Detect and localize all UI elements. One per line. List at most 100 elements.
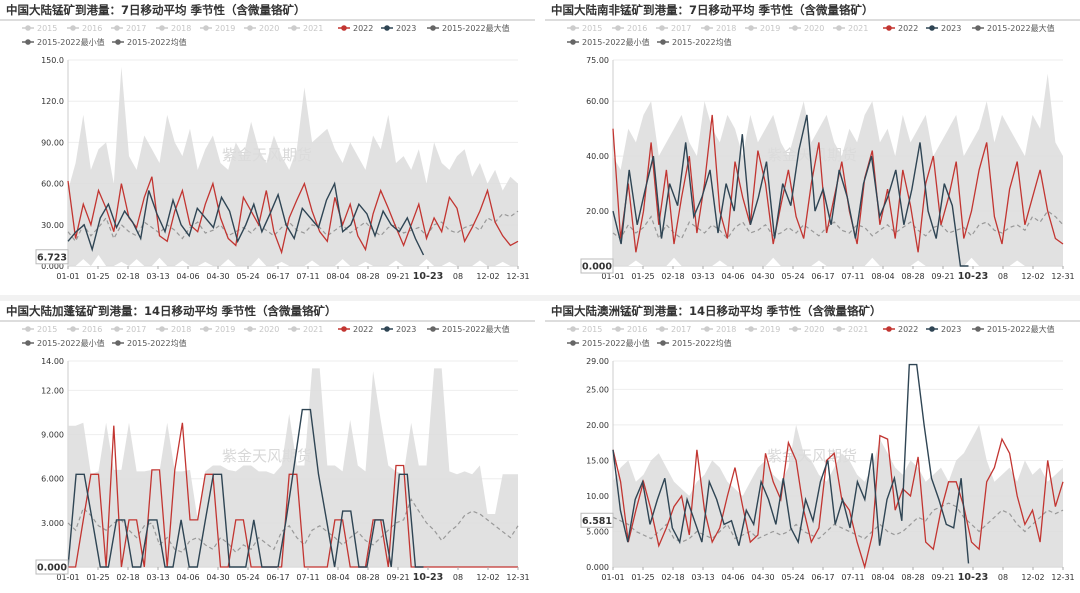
legend-label: 2018 — [171, 325, 191, 334]
legend-item-20152022-9[interactable]: 2015-2022最大值 — [427, 324, 510, 334]
x-tick-label: 08-04 — [871, 573, 894, 582]
legend-item-20152022-9[interactable]: 2015-2022最大值 — [972, 23, 1055, 33]
legend-item-20152022-11[interactable]: 2015-2022均值 — [657, 338, 732, 348]
legend-item-2017-2[interactable]: 2017 — [111, 325, 146, 334]
legend-item-2018-3[interactable]: 2018 — [701, 24, 736, 33]
series-max-area — [613, 73, 1063, 266]
y-tick-label: 15.00 — [586, 456, 609, 465]
x-tick-label: 08 — [998, 272, 1008, 281]
legend-item-20152022-10[interactable]: 2015-2022最小值 — [22, 37, 105, 47]
series-2023-line — [612, 363, 970, 564]
y-tick-label: 0.000 — [586, 563, 609, 572]
legend-label: 2023 — [941, 24, 961, 33]
legend-item-20152022-11[interactable]: 2015-2022均值 — [112, 37, 187, 47]
legend-item-2021-6[interactable]: 2021 — [288, 325, 323, 334]
legend-item-2015-0[interactable]: 2015 — [22, 24, 57, 33]
legend-item-2020-5[interactable]: 2020 — [244, 325, 279, 334]
y-tick-label: 90.00 — [41, 138, 64, 147]
legend-item-2022-7[interactable]: 2022 — [338, 24, 373, 33]
x-tick-label: 07-11 — [296, 272, 319, 281]
legend-item-2018-3[interactable]: 2018 — [156, 24, 191, 33]
legend-item-2018-3[interactable]: 2018 — [701, 325, 736, 334]
legend-label: 2016 — [82, 325, 102, 334]
legend-item-2023-8[interactable]: 2023 — [381, 24, 416, 33]
legend-item-2019-4[interactable]: 2019 — [200, 325, 235, 334]
series-mean-line — [67, 497, 519, 554]
series-2023-line — [67, 408, 424, 568]
legend-label: 2015-2022均值 — [672, 37, 732, 47]
legend-item-20152022-11[interactable]: 2015-2022均值 — [657, 37, 732, 47]
legend-label: 2017 — [126, 325, 146, 334]
current-value-marker: 0.000 — [35, 559, 69, 575]
legend-item-2022-7[interactable]: 2022 — [338, 325, 373, 334]
x-tick-label: 06-17 — [266, 573, 289, 582]
legend-label: 2015-2022最小值 — [582, 37, 650, 47]
legend-item-20152022-10[interactable]: 2015-2022最小值 — [567, 37, 650, 47]
y-tick-label: 75.00 — [586, 56, 609, 65]
legend-item-2021-6[interactable]: 2021 — [288, 24, 323, 33]
legend-item-2015-0[interactable]: 2015 — [567, 24, 602, 33]
legend-label: 2015-2022均值 — [672, 338, 732, 348]
chart-title: 中国大陆加蓬锰矿到港量：14日移动平均 季节性（含微量铬矿） — [6, 304, 337, 318]
legend-item-2023-8[interactable]: 2023 — [381, 325, 416, 334]
series-max-area — [68, 66, 518, 267]
current-value-label: 0.000 — [37, 563, 67, 574]
legend-item-20152022-10[interactable]: 2015-2022最小值 — [22, 338, 105, 348]
legend-item-20152022-11[interactable]: 2015-2022均值 — [112, 338, 187, 348]
chart-panel-manganese-gabon: 中国大陆加蓬锰矿到港量：14日移动平均 季节性（含微量铬矿） 2015 2016 20… — [0, 301, 535, 593]
x-tick-label: 01-25 — [631, 573, 654, 582]
legend-item-20152022-10[interactable]: 2015-2022最小值 — [567, 338, 650, 348]
legend-label: 2023 — [941, 325, 961, 334]
legend-item-2017-2[interactable]: 2017 — [111, 24, 146, 33]
chart-title: 中国大陆澳洲锰矿到港量：14日移动平均 季节性（含微量铬矿） — [551, 304, 882, 318]
x-tick-label: 04-30 — [206, 573, 229, 582]
x-tick-label: 08-28 — [901, 573, 924, 582]
y-tick-label: 5.000 — [586, 527, 609, 536]
legend-label: 2021 — [303, 24, 323, 33]
legend-item-2015-0[interactable]: 2015 — [22, 325, 57, 334]
x-tick-label: 09-21 — [386, 272, 409, 281]
x-tick-label: 08-04 — [326, 272, 349, 281]
legend-item-2017-2[interactable]: 2017 — [656, 24, 691, 33]
legend-label: 2022 — [353, 24, 373, 33]
legend-item-2019-4[interactable]: 2019 — [745, 24, 780, 33]
legend-item-2017-2[interactable]: 2017 — [656, 325, 691, 334]
legend-label: 2015 — [582, 24, 602, 33]
legend-item-2022-7[interactable]: 2022 — [883, 325, 918, 334]
legend-label: 2022 — [353, 325, 373, 334]
legend-item-20152022-9[interactable]: 2015-2022最大值 — [427, 23, 510, 33]
x-tick-label: 05-24 — [236, 573, 259, 582]
legend-item-2015-0[interactable]: 2015 — [567, 325, 602, 334]
legend-label: 2015-2022最大值 — [442, 23, 510, 33]
legend-label: 2015-2022均值 — [127, 338, 187, 348]
legend-item-2021-6[interactable]: 2021 — [833, 24, 868, 33]
chart-svg: 中国大陆锰矿到港量：7日移动平均 季节性（含微量铬矿） 2015 2016 2017 2… — [0, 3, 535, 282]
legend-item-2023-8[interactable]: 2023 — [926, 325, 961, 334]
legend-item-2020-5[interactable]: 2020 — [244, 24, 279, 33]
x-tick-label: 05-24 — [781, 272, 804, 281]
legend-label: 2019 — [760, 325, 780, 334]
legend-item-2021-6[interactable]: 2021 — [833, 325, 868, 334]
legend-item-2019-4[interactable]: 2019 — [745, 325, 780, 334]
legend-label: 2015-2022最大值 — [987, 324, 1055, 334]
legend-label: 2023 — [396, 24, 416, 33]
x-tick-label: 09-21 — [931, 272, 954, 281]
legend-item-2019-4[interactable]: 2019 — [200, 24, 235, 33]
x-tick-label: 12-31 — [1051, 272, 1074, 281]
legend-item-2022-7[interactable]: 2022 — [883, 24, 918, 33]
x-tick-label-highlight: 10-23 — [413, 271, 443, 282]
legend-item-2020-5[interactable]: 2020 — [789, 24, 824, 33]
legend-item-20152022-9[interactable]: 2015-2022最大值 — [972, 324, 1055, 334]
legend-item-2016-1[interactable]: 2016 — [67, 24, 102, 33]
legend-item-2016-1[interactable]: 2016 — [67, 325, 102, 334]
legend-item-2020-5[interactable]: 2020 — [789, 325, 824, 334]
x-tick-label: 08-28 — [356, 573, 379, 582]
legend-item-2023-8[interactable]: 2023 — [926, 24, 961, 33]
legend-item-2016-1[interactable]: 2016 — [612, 24, 647, 33]
series-max-area — [613, 424, 1063, 567]
x-tick-label: 01-01 — [56, 573, 79, 582]
x-tick-label: 05-24 — [236, 272, 259, 281]
legend-item-2018-3[interactable]: 2018 — [156, 325, 191, 334]
legend-item-2016-1[interactable]: 2016 — [612, 325, 647, 334]
legend-label: 2016 — [82, 24, 102, 33]
